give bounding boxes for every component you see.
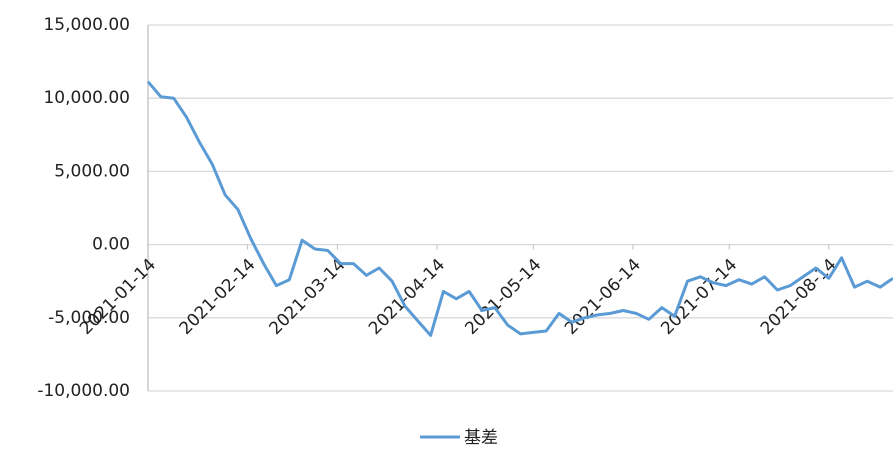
x-tick-label: 2021-03-14 [266,255,350,339]
x-tick-label: 2021-08-14 [757,255,841,339]
x-tick-label: 2021-06-14 [561,255,645,339]
data-line [146,80,893,337]
y-tick-label: -5,000.00 [48,308,130,328]
y-tick-label: 10,000.00 [43,88,130,108]
y-tick-label: -10,000.00 [37,381,130,401]
y-tick-label: 5,000.00 [54,161,130,181]
legend-label: 基差 [464,428,498,448]
x-tick-label: 2021-07-14 [657,255,741,339]
y-tick-label: 15,000.00 [43,15,130,35]
y-tick-label: 0.00 [92,235,130,255]
x-tick-label: 2021-02-14 [176,255,260,339]
